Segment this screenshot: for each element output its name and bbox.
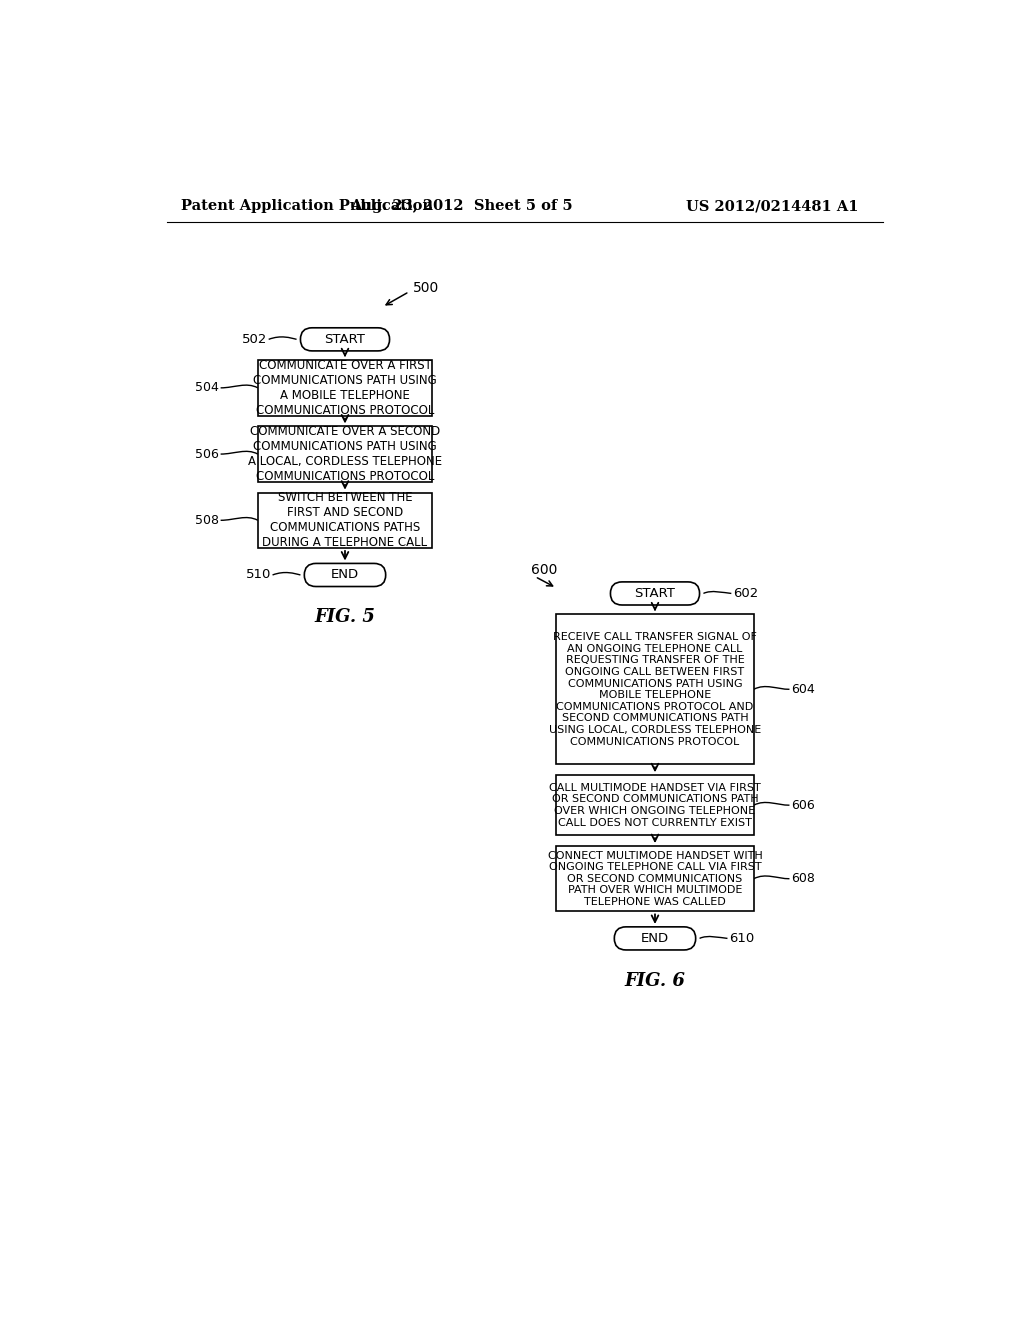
Text: Aug. 23, 2012  Sheet 5 of 5: Aug. 23, 2012 Sheet 5 of 5	[350, 199, 572, 213]
Text: START: START	[635, 587, 676, 601]
Text: 500: 500	[414, 281, 439, 294]
Text: SWITCH BETWEEN THE
FIRST AND SECOND
COMMUNICATIONS PATHS
DURING A TELEPHONE CALL: SWITCH BETWEEN THE FIRST AND SECOND COMM…	[262, 491, 428, 549]
Text: 504: 504	[196, 381, 219, 395]
Text: 508: 508	[195, 513, 219, 527]
FancyBboxPatch shape	[258, 360, 432, 416]
Text: 608: 608	[791, 873, 815, 886]
FancyBboxPatch shape	[304, 564, 386, 586]
Text: START: START	[325, 333, 366, 346]
Text: 502: 502	[242, 333, 267, 346]
Text: RECEIVE CALL TRANSFER SIGNAL OF
AN ONGOING TELEPHONE CALL
REQUESTING TRANSFER OF: RECEIVE CALL TRANSFER SIGNAL OF AN ONGOI…	[549, 632, 761, 747]
Text: 510: 510	[246, 569, 271, 582]
Text: CALL MULTIMODE HANDSET VIA FIRST
OR SECOND COMMUNICATIONS PATH
OVER WHICH ONGOIN: CALL MULTIMODE HANDSET VIA FIRST OR SECO…	[549, 783, 761, 828]
FancyBboxPatch shape	[610, 582, 699, 605]
FancyBboxPatch shape	[556, 846, 754, 911]
Text: 604: 604	[791, 682, 815, 696]
Text: CONNECT MULTIMODE HANDSET WITH
ONGOING TELEPHONE CALL VIA FIRST
OR SECOND COMMUN: CONNECT MULTIMODE HANDSET WITH ONGOING T…	[548, 850, 763, 907]
Text: US 2012/0214481 A1: US 2012/0214481 A1	[686, 199, 858, 213]
FancyBboxPatch shape	[614, 927, 695, 950]
FancyBboxPatch shape	[556, 614, 754, 764]
Text: FIG. 6: FIG. 6	[625, 972, 685, 990]
Text: END: END	[641, 932, 669, 945]
Text: Patent Application Publication: Patent Application Publication	[180, 199, 433, 213]
Text: 600: 600	[531, 564, 557, 577]
Text: 606: 606	[791, 799, 815, 812]
Text: END: END	[331, 569, 359, 582]
Text: FIG. 5: FIG. 5	[314, 609, 376, 626]
FancyBboxPatch shape	[556, 775, 754, 836]
FancyBboxPatch shape	[258, 426, 432, 482]
Text: 506: 506	[196, 447, 219, 461]
FancyBboxPatch shape	[258, 492, 432, 548]
FancyBboxPatch shape	[300, 327, 389, 351]
Text: COMMUNICATE OVER A FIRST
COMMUNICATIONS PATH USING
A MOBILE TELEPHONE
COMMUNICAT: COMMUNICATE OVER A FIRST COMMUNICATIONS …	[253, 359, 437, 417]
Text: 610: 610	[729, 932, 755, 945]
Text: 602: 602	[733, 587, 758, 601]
Text: COMMUNICATE OVER A SECOND
COMMUNICATIONS PATH USING
A LOCAL, CORDLESS TELEPHONE
: COMMUNICATE OVER A SECOND COMMUNICATIONS…	[248, 425, 442, 483]
